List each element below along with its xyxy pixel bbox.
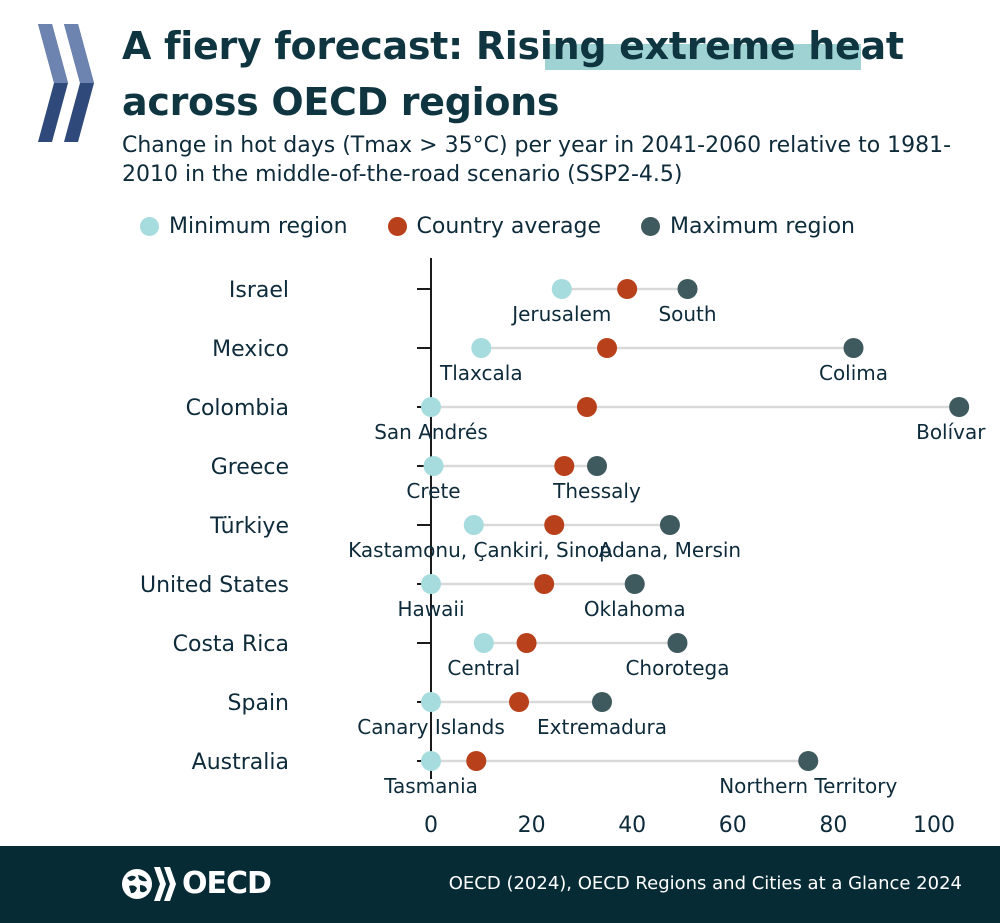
x-tick-label: 20	[518, 813, 546, 838]
chart-subtitle: Change in hot days (Tmax > 35°C) per yea…	[122, 133, 952, 187]
min-region-label: Tlaxcala	[439, 361, 523, 385]
min-region-dot	[421, 751, 441, 771]
x-tick-label: 0	[424, 813, 438, 838]
chart-title: A fiery forecast: Rising extreme heat ac…	[122, 24, 904, 124]
country-label: Mexico	[212, 337, 289, 362]
max-region-label: Chorotega	[625, 656, 729, 680]
country-average-dot	[617, 279, 638, 299]
footer-chevrons-icon	[154, 866, 176, 901]
legend-dot-min	[140, 216, 159, 236]
x-tick-label: 100	[913, 813, 955, 838]
oecd-chevron-logo	[38, 24, 94, 142]
max-region-dot	[659, 515, 680, 535]
max-region-label: Bolívar	[916, 420, 986, 444]
min-region-label: Tasmania	[383, 774, 478, 798]
min-region-label: Central	[447, 656, 520, 680]
max-region-dot	[949, 397, 970, 417]
legend-item-max: Maximum region	[641, 214, 855, 239]
max-region-label: Adana, Mersin	[599, 538, 741, 562]
country-label: Costa Rica	[173, 632, 289, 657]
max-region-dot	[667, 633, 688, 653]
max-region-dot	[677, 279, 698, 299]
legend-label-min: Minimum region	[169, 213, 348, 239]
legend: Minimum region Country average Maximum r…	[140, 210, 895, 242]
min-region-label: Hawaii	[397, 597, 464, 621]
min-region-dot	[421, 574, 441, 594]
min-region-dot	[471, 338, 492, 358]
title-highlight	[545, 44, 861, 70]
max-region-label: Extremadura	[537, 715, 667, 739]
country-average-dot	[597, 338, 618, 358]
x-tick-label: 40	[618, 813, 646, 838]
min-region-dot	[473, 633, 494, 653]
country-average-dot	[466, 751, 487, 771]
max-region-label: Northern Territory	[719, 774, 897, 798]
country-label: Spain	[228, 691, 289, 716]
country-label: Colombia	[186, 396, 289, 421]
max-region-label: Colima	[819, 361, 888, 385]
country-average-dot	[534, 574, 555, 594]
max-region-label: Thessaly	[552, 479, 641, 503]
min-region-label: Jerusalem	[510, 302, 611, 326]
country-average-dot	[516, 633, 537, 653]
country-label: Greece	[211, 455, 289, 480]
country-average-dot	[576, 397, 597, 417]
country-label: Türkiye	[209, 514, 289, 539]
source-citation: OECD (2024), OECD Regions and Cities at …	[448, 873, 962, 894]
country-average-dot	[554, 456, 575, 476]
min-region-label: Canary Islands	[357, 715, 505, 739]
country-average-dot	[544, 515, 565, 535]
legend-item-avg: Country average	[387, 213, 601, 239]
x-tick-label: 60	[719, 813, 747, 838]
legend-label-max: Maximum region	[670, 213, 855, 239]
min-region-label: Kastamonu, Çankiri, Sinop	[348, 538, 612, 562]
legend-dot-avg	[387, 216, 407, 236]
min-region-dot	[421, 692, 441, 712]
globe-icon	[122, 868, 152, 899]
oecd-footer-logo: OECD	[120, 866, 272, 901]
dumbbell-chart: Israel Jerusalem South Mexico Tlaxcala Colima…	[140, 258, 986, 838]
min-region-dot	[551, 279, 572, 299]
min-region-dot	[421, 397, 441, 417]
max-region-dot	[798, 751, 819, 771]
min-region-dot	[463, 515, 484, 535]
max-region-label: South	[658, 302, 716, 326]
legend-dot-max	[641, 216, 660, 236]
min-region-label: San Andrés	[374, 420, 488, 444]
country-label: Australia	[192, 750, 289, 775]
max-region-label: Oklahoma	[584, 597, 686, 621]
min-region-label: Crete	[406, 479, 460, 503]
legend-item-min: Minimum region	[140, 214, 348, 239]
min-region-dot	[423, 456, 444, 476]
max-region-dot	[586, 456, 607, 476]
max-region-dot	[592, 692, 613, 712]
max-region-dot	[843, 338, 864, 358]
oecd-wordmark: OECD	[182, 866, 272, 901]
country-label: Israel	[229, 278, 289, 303]
country-average-dot	[509, 692, 530, 712]
max-region-dot	[624, 574, 645, 594]
legend-label-avg: Country average	[416, 213, 601, 239]
footer: OECD OECD (2024), OECD Regions and Citie…	[0, 846, 1000, 923]
x-tick-label: 80	[819, 813, 847, 838]
country-label: United States	[140, 573, 289, 598]
